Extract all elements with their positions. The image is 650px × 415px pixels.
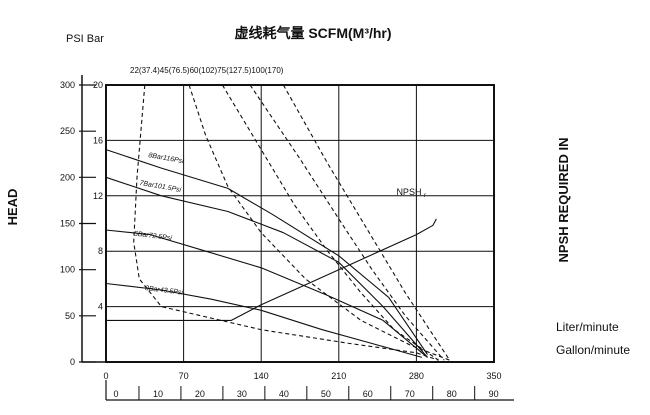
series-line <box>105 282 423 358</box>
units-label: PSI Bar <box>66 33 104 45</box>
liter-tick-label: 70 <box>179 371 189 381</box>
npsh-label: NPSH r <box>396 187 426 199</box>
right-axis-title: NPSH REQUIRED IN <box>556 138 571 263</box>
liter-tick-label: 210 <box>331 371 346 381</box>
liter-tick-label: 0 <box>103 371 108 381</box>
series-line <box>105 176 428 358</box>
chart-grid <box>105 84 495 363</box>
psi-tick-label: 50 <box>65 311 75 321</box>
gallon-tick-label: 40 <box>279 389 289 399</box>
psi-tick-label: 0 <box>70 357 75 367</box>
gallon-tick-label: 20 <box>195 389 205 399</box>
bar-tick-label: 12 <box>93 191 103 201</box>
series-line <box>249 84 445 361</box>
psi-tick-label: 150 <box>60 219 75 229</box>
air-consumption-labels: 22(37.4)45(76.5)60(102)75(127.5)100(170) <box>130 66 284 75</box>
liter-unit-label: Liter/minute <box>556 320 619 334</box>
gallon-tick-label: 30 <box>237 389 247 399</box>
series-label: 5Bar72.5Psi <box>133 231 172 243</box>
series-line <box>221 84 439 361</box>
bar-tick-label: 4 <box>98 302 103 312</box>
gallon-tick-label: 70 <box>405 389 415 399</box>
gallon-tick-label: 60 <box>363 389 373 399</box>
series-line <box>188 84 450 361</box>
series-line <box>133 84 439 361</box>
gallon-tick-label: 10 <box>153 389 163 399</box>
series-line <box>106 218 437 321</box>
gallon-tick-label: 0 <box>113 389 118 399</box>
psi-tick-label: 100 <box>60 265 75 275</box>
bar-tick-label: 20 <box>93 80 103 90</box>
series-line <box>282 84 451 361</box>
left-axis-title: HEAD <box>5 189 20 226</box>
chart-curves <box>105 84 451 361</box>
gallon-unit-label: Gallon/minute <box>556 343 630 357</box>
series-line <box>105 229 428 358</box>
liter-tick-label: 140 <box>254 371 269 381</box>
liter-tick-label: 350 <box>486 371 501 381</box>
chart-title: 虚线耗气量 SCFM(M³/hr) <box>234 25 391 41</box>
gallon-tick-label: 80 <box>447 389 457 399</box>
bar-tick-label: 16 <box>93 135 103 145</box>
series-label: 7Bar101.5Psi <box>139 180 182 194</box>
liter-tick-label: 280 <box>409 371 424 381</box>
psi-tick-label: 200 <box>60 172 75 182</box>
gallon-tick-label: 90 <box>489 389 499 399</box>
series-label: 3Bar43.5Psi <box>145 285 184 297</box>
bar-tick-label: 8 <box>98 246 103 256</box>
plot-frame <box>105 84 495 363</box>
psi-tick-label: 250 <box>60 126 75 136</box>
series-line <box>105 149 428 355</box>
psi-tick-label: 300 <box>60 80 75 90</box>
gallon-tick-label: 50 <box>321 389 331 399</box>
series-label: 8Bar116Psi <box>148 152 185 165</box>
